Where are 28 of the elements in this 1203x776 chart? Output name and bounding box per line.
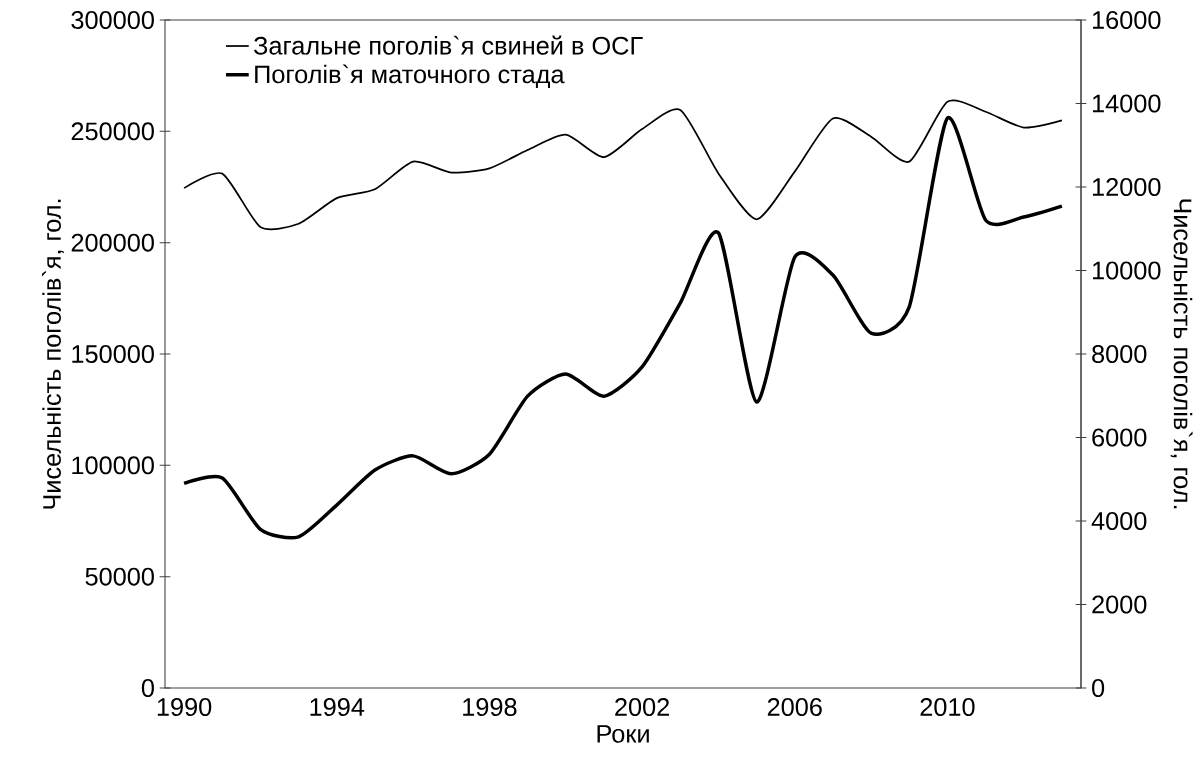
line-series <box>182 116 1064 540</box>
y2-tick-label: 14000 <box>1092 94 1161 113</box>
y-tick-label: 250000 <box>71 122 154 141</box>
y-tick-label: 300000 <box>71 11 154 29</box>
y2-tick-label: 8000 <box>1092 345 1147 363</box>
legend-label: Загальне поголів`я свиней в ОСГ <box>253 35 643 55</box>
x-tick-label: 2010 <box>920 698 975 716</box>
y2-axis-title: Чисельність поголів`я, гол. <box>1170 199 1193 509</box>
y2-tick-label: 4000 <box>1091 512 1147 530</box>
x-tick-label: 1990 <box>157 698 212 716</box>
legend-label: Поголів`я маточного стада <box>255 64 565 89</box>
y2-tick-label: 2000 <box>1092 595 1147 614</box>
y-tick-label: 100000 <box>72 456 154 475</box>
x-tick-label: 1994 <box>310 698 365 716</box>
y-tick-label: 150000 <box>72 345 154 363</box>
y-tick-label: 50000 <box>85 567 154 586</box>
y2-tick-label: 10000 <box>1092 261 1161 280</box>
y2-tick-label: 6000 <box>1092 428 1147 447</box>
y-tick-label: 200000 <box>71 233 154 252</box>
x-tick-label: 2006 <box>767 698 822 716</box>
y2-tick-label: 16000 <box>1092 11 1161 29</box>
x-tick-label: 2002 <box>615 698 669 716</box>
y-axis-title: Чисельність поголів`я, гол. <box>42 199 64 509</box>
y2-tick-label: 12000 <box>1092 178 1161 196</box>
y-tick-label: 0 <box>141 679 154 697</box>
x-tick-label: 1998 <box>463 698 517 716</box>
x-axis-title: Роки <box>597 725 649 743</box>
y2-tick-label: 0 <box>1092 679 1105 697</box>
